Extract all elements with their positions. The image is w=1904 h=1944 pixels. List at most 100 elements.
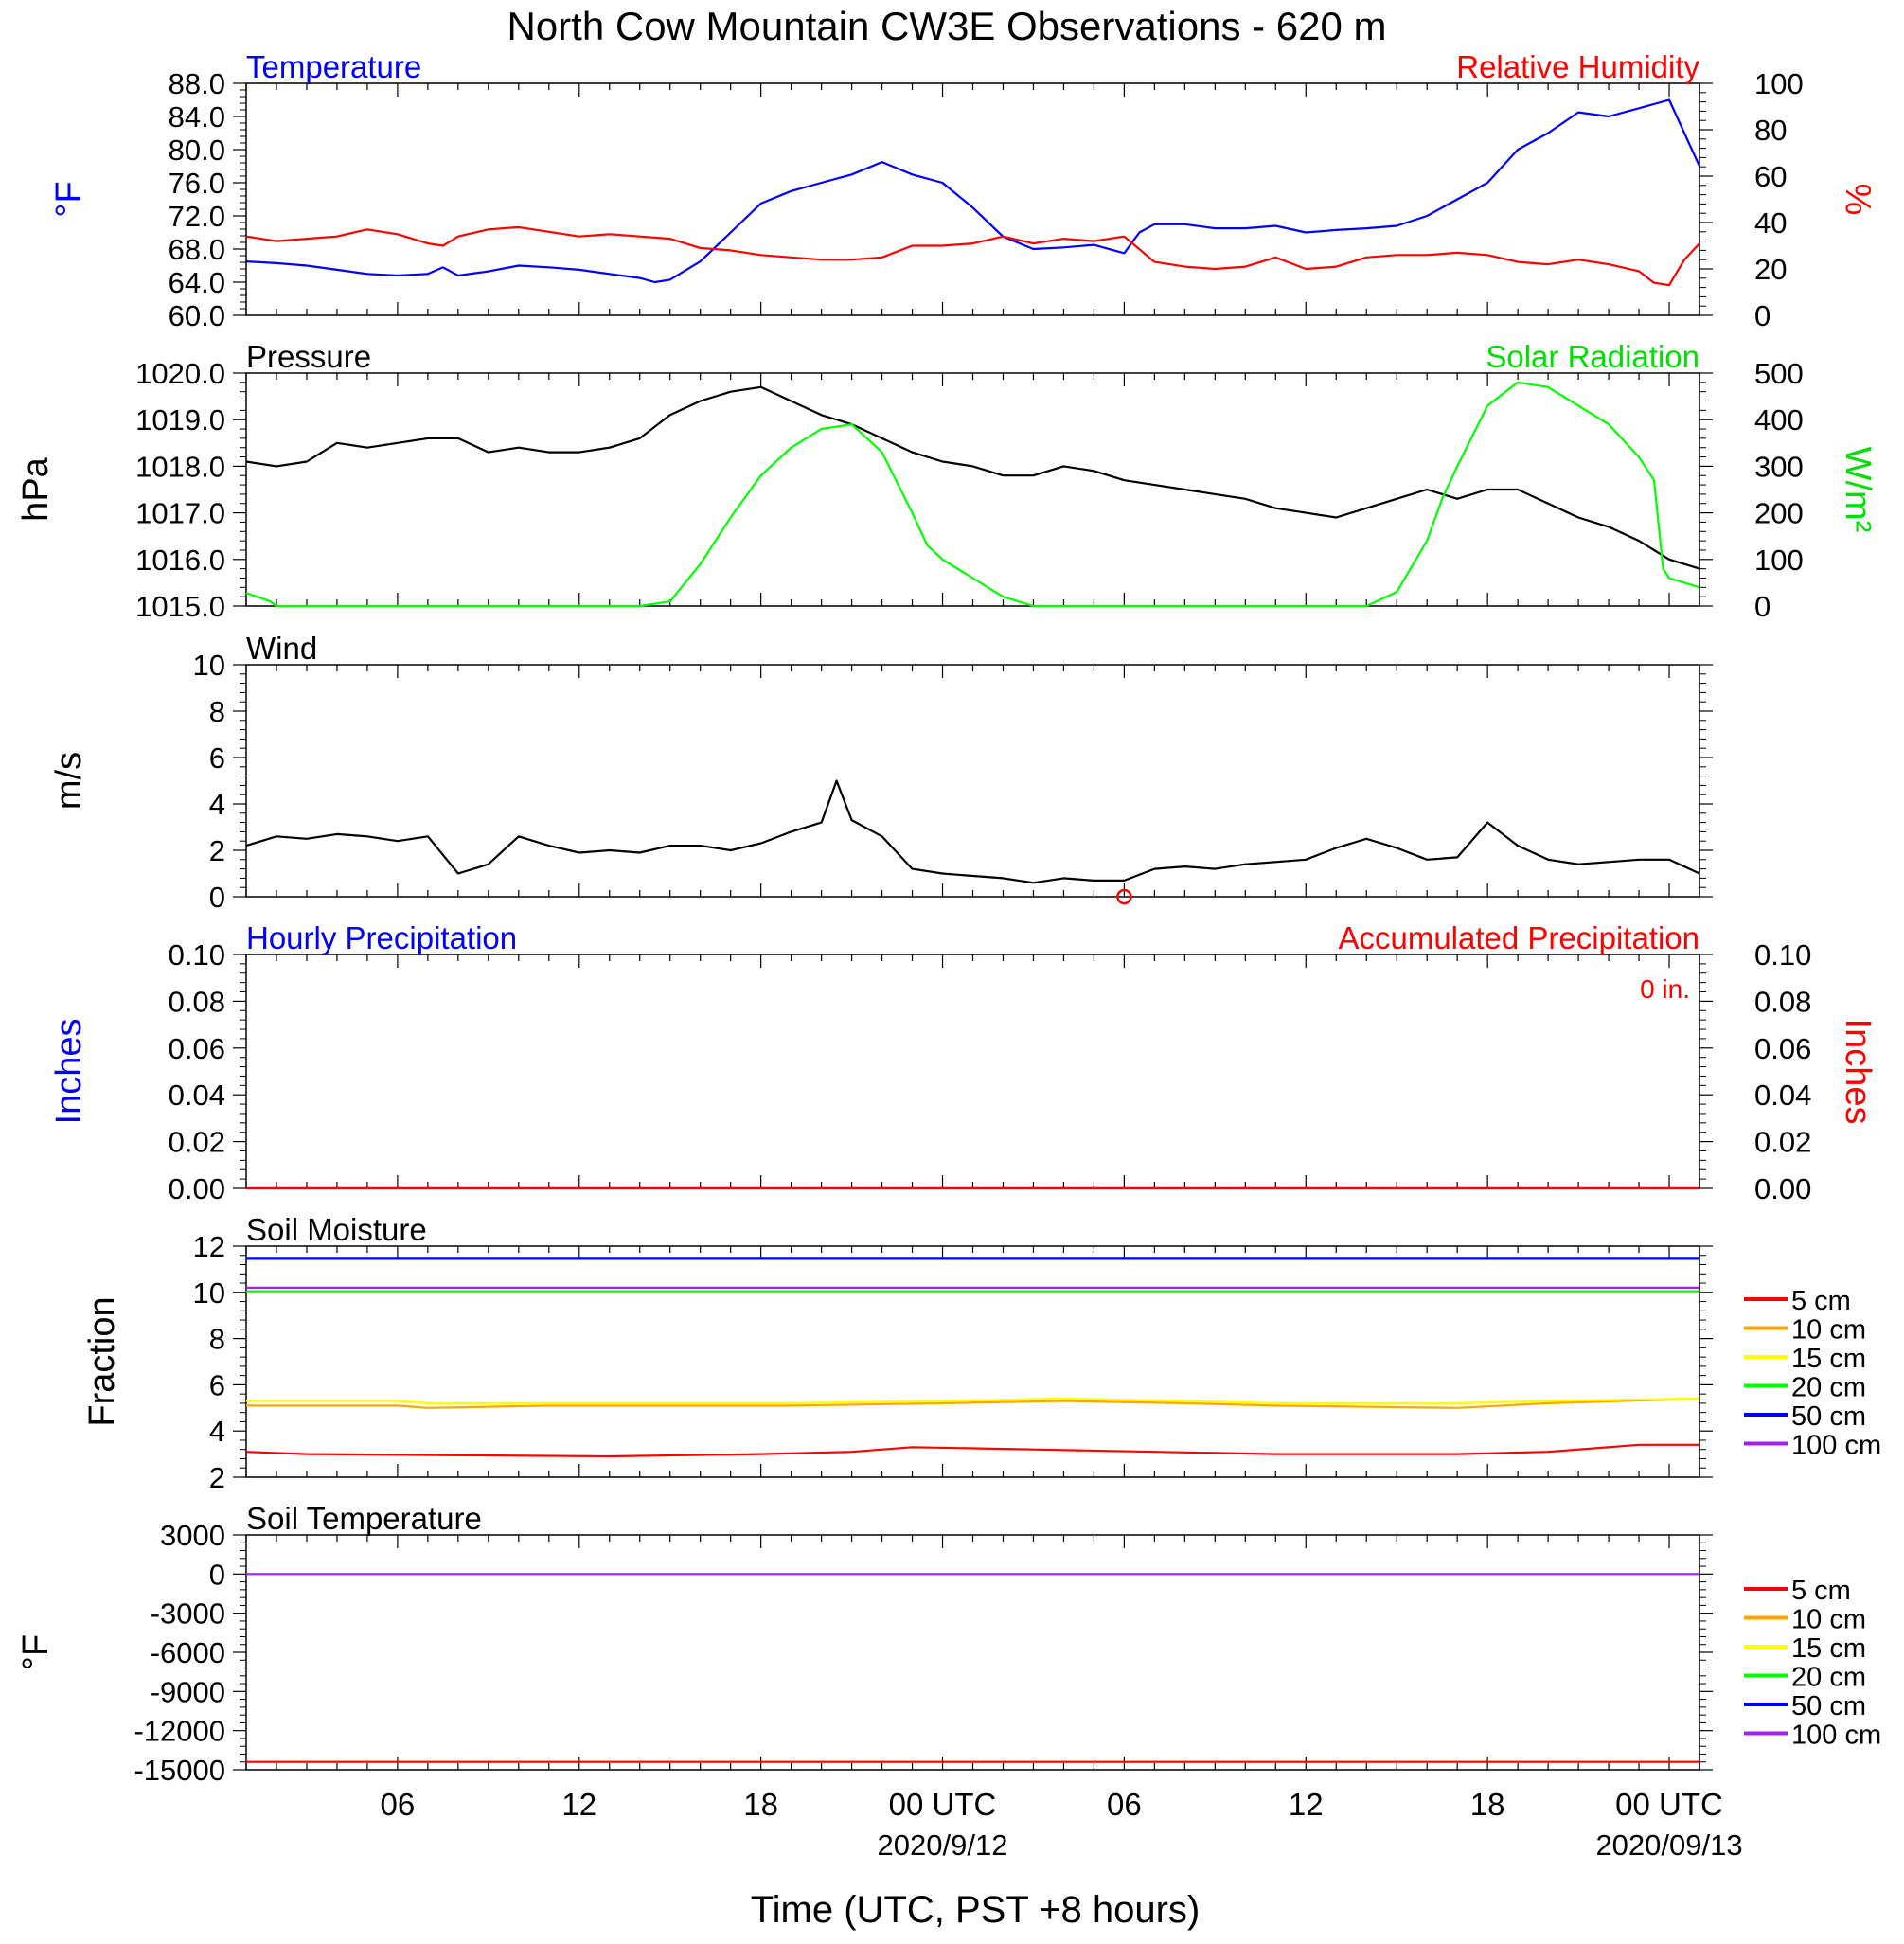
- y-right-tick-label: 0.00: [1754, 1172, 1811, 1205]
- x-axis-label: Time (UTC, PST +8 hours): [751, 1889, 1201, 1931]
- plot-frame: [245, 1534, 1700, 1771]
- y-right-tick-label: 80: [1754, 114, 1787, 147]
- plot-frame: [245, 1245, 1700, 1478]
- y-tick-label: -3000: [151, 1597, 225, 1631]
- y-tick-label: 2: [209, 1461, 225, 1494]
- panel-title-left: Wind: [246, 631, 317, 666]
- x-tick-label: 12: [1289, 1787, 1324, 1822]
- y-right-tick-label: 0.04: [1754, 1079, 1811, 1112]
- panel-title-left: Pressure: [246, 339, 371, 374]
- panel-title-left: Soil Moisture: [246, 1212, 427, 1247]
- y-tick-label: 4: [209, 1415, 225, 1448]
- plot-frame: [245, 664, 1700, 898]
- y-tick-label: 1015.0: [135, 590, 225, 623]
- y-tick-label: 0.00: [169, 1172, 225, 1205]
- y-axis-label-right: %: [1838, 184, 1877, 216]
- y-right-tick-label: 0.10: [1754, 938, 1811, 972]
- legend-entry: 50 cm: [1791, 1401, 1866, 1432]
- y-tick-label: 60.0: [169, 299, 225, 332]
- legend-entry: 100 cm: [1791, 1431, 1881, 1461]
- y-tick-label: 10: [193, 1276, 225, 1310]
- y-tick-label: 84.0: [169, 100, 225, 134]
- y-tick-label: -15000: [133, 1754, 225, 1787]
- x-tick-label: 12: [561, 1787, 596, 1822]
- panel-wind: 0 2 4 6 8 10 Wind m/s: [49, 631, 1713, 914]
- x-tick-label: 00 UTC: [889, 1787, 997, 1822]
- y-tick-label: 76.0: [169, 167, 225, 200]
- plot-frame: [245, 82, 1700, 316]
- calm-wind-marker: [1116, 888, 1132, 905]
- series-line-wind: [245, 779, 1700, 884]
- series-line-relative-humidity: [245, 225, 1700, 287]
- y-tick-label: 88.0: [169, 67, 225, 100]
- legend-entry: 10 cm: [1791, 1315, 1866, 1346]
- y-tick-label: -12000: [133, 1715, 225, 1748]
- y-tick-label: 80.0: [169, 134, 225, 167]
- legend-entry: 20 cm: [1791, 1373, 1866, 1403]
- y-tick-label: 10: [193, 649, 225, 682]
- y-tick-label: 12: [193, 1230, 225, 1263]
- y-tick-label: 4: [209, 788, 225, 821]
- y-right-tick-label: 300: [1754, 450, 1804, 483]
- x-tick-label: 00 UTC: [1615, 1787, 1723, 1822]
- series-line-5-cm: [245, 1443, 1699, 1458]
- y-tick-label: -9000: [151, 1675, 225, 1708]
- x-tick-label: 18: [1470, 1787, 1505, 1822]
- legend-entry: 50 cm: [1791, 1691, 1866, 1721]
- y-tick-label: 0: [209, 1558, 225, 1591]
- plot-frame: [245, 372, 1700, 607]
- y-axis-label-left: Fraction: [82, 1296, 122, 1426]
- legend-entry: 15 cm: [1791, 1344, 1866, 1374]
- series-line-pressure: [245, 385, 1700, 570]
- legend-entry: 100 cm: [1791, 1721, 1881, 1751]
- panel-soil-temperature: -15000 -12000 -9000 -6000 -3000 0 3000 Soil Tem…: [16, 1501, 1881, 1787]
- y-tick-label: 1020.0: [135, 357, 225, 390]
- legend-entry: 15 cm: [1791, 1633, 1866, 1664]
- precip-total-annotation: 0 in.: [1640, 974, 1690, 1004]
- y-tick-label: 0: [209, 881, 225, 914]
- y-right-tick-label: 400: [1754, 403, 1804, 437]
- y-tick-label: 0.06: [169, 1032, 225, 1065]
- chart-title: North Cow Mountain CW3E Observations - 6…: [507, 4, 1386, 48]
- y-axis-label-left: °F: [16, 1634, 56, 1670]
- x-tick-label: 06: [381, 1787, 416, 1822]
- y-tick-label: 8: [209, 1323, 225, 1356]
- y-right-tick-label: 0: [1754, 590, 1771, 623]
- panel-title-right: Solar Radiation: [1486, 339, 1699, 374]
- y-axis-label-left: m/s: [49, 752, 89, 810]
- series-line-solar-radiation: [245, 381, 1700, 608]
- y-tick-label: 0.02: [169, 1126, 225, 1159]
- panel-title-left: Soil Temperature: [246, 1501, 482, 1536]
- x-tick-date: 2020/9/12: [878, 1828, 1008, 1862]
- y-tick-label: -6000: [151, 1636, 225, 1669]
- panel-title-right: Accumulated Precipitation: [1338, 920, 1699, 955]
- y-tick-label: 1016.0: [135, 544, 225, 577]
- y-tick-label: 6: [209, 1368, 225, 1401]
- y-tick-label: 1019.0: [135, 403, 225, 437]
- y-right-tick-label: 0: [1754, 299, 1771, 332]
- y-tick-label: 1018.0: [135, 450, 225, 483]
- series-line-10-cm: [246, 1397, 1700, 1409]
- y-right-tick-label: 20: [1754, 253, 1787, 286]
- y-tick-label: 0.08: [169, 985, 225, 1018]
- x-tick-label: 06: [1107, 1787, 1142, 1822]
- y-tick-label: 3000: [160, 1519, 225, 1552]
- panel-temperature-humidity: 60.064.068.072.076.080.084.088.0 0 20 40 60 8…: [49, 49, 1877, 332]
- y-right-tick-label: 0.06: [1754, 1032, 1811, 1065]
- y-axis-label-left: hPa: [16, 456, 56, 521]
- y-right-tick-label: 0.02: [1754, 1126, 1811, 1159]
- y-axis-label-left: °F: [49, 181, 89, 217]
- y-tick-label: 8: [209, 695, 225, 728]
- legend-entry: 20 cm: [1791, 1663, 1866, 1693]
- panel-title-left: Temperature: [246, 49, 421, 84]
- y-tick-label: 2: [209, 834, 225, 867]
- y-tick-label: 72.0: [169, 200, 225, 233]
- x-tick-date: 2020/09/13: [1595, 1828, 1742, 1862]
- panel-title-left: Hourly Precipitation: [246, 920, 517, 955]
- panel-precipitation: 0.00 0.02 0.04 0.06 0.08 0.10 0.00 0.02 0.04 0.06…: [49, 920, 1877, 1205]
- y-right-tick-label: 60: [1754, 160, 1787, 193]
- y-tick-label: 6: [209, 741, 225, 775]
- series-line-temperature: [245, 98, 1701, 284]
